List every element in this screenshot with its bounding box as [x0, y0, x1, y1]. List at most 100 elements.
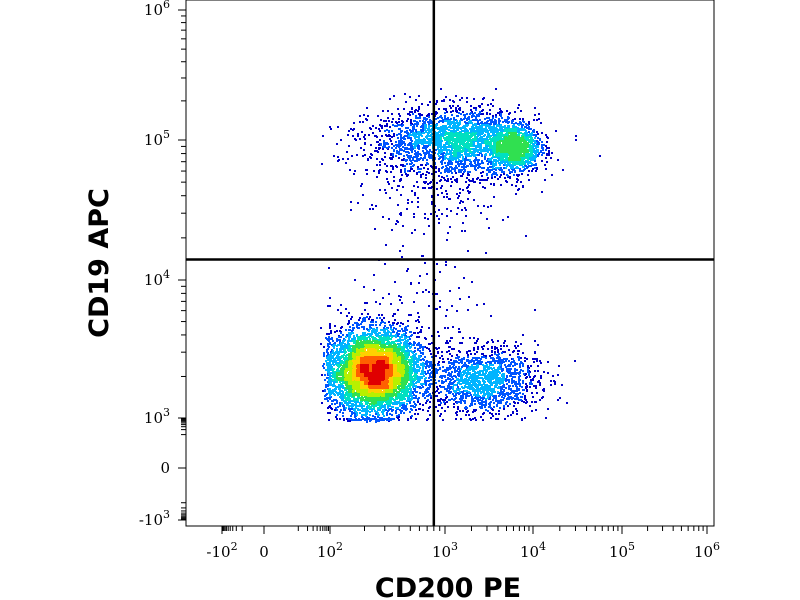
- event-dot: [468, 184, 470, 186]
- event-dot: [526, 358, 528, 360]
- event-dot: [497, 124, 499, 126]
- event-dot: [334, 331, 336, 333]
- event-dot: [513, 376, 515, 378]
- event-dot: [357, 419, 359, 421]
- event-dot: [413, 213, 415, 215]
- event-dot: [495, 413, 497, 415]
- event-dot: [363, 317, 365, 319]
- event-dot: [393, 95, 395, 97]
- event-dot: [423, 157, 425, 159]
- event-dot: [472, 366, 474, 368]
- event-dot: [465, 215, 467, 217]
- event-dot: [351, 155, 353, 157]
- event-dot: [334, 409, 336, 411]
- event-dot: [508, 121, 510, 123]
- event-dot: [494, 348, 496, 350]
- event-dot: [441, 176, 443, 178]
- event-dot: [391, 136, 393, 138]
- event-dot: [383, 419, 385, 421]
- event-dot: [446, 180, 448, 182]
- event-dot: [435, 370, 437, 372]
- event-dot: [455, 418, 457, 420]
- event-dot: [435, 142, 437, 144]
- event-dot: [512, 365, 514, 367]
- event-dot: [503, 406, 505, 408]
- event-dot: [390, 171, 392, 173]
- event-dot: [417, 151, 419, 153]
- event-dot: [512, 358, 514, 360]
- event-dot: [405, 405, 407, 407]
- event-dot: [375, 127, 377, 129]
- event-dot: [375, 321, 377, 323]
- event-dot: [441, 156, 443, 158]
- event-dot: [407, 340, 409, 342]
- event-dot: [490, 120, 492, 122]
- event-dot: [344, 343, 346, 345]
- event-dot: [466, 97, 468, 99]
- event-dot: [339, 405, 341, 407]
- event-dot: [407, 344, 409, 346]
- event-dot: [459, 99, 461, 101]
- event-dot: [414, 110, 416, 112]
- event-dot: [435, 118, 437, 120]
- event-dot: [453, 406, 455, 408]
- event-dot: [493, 183, 495, 185]
- event-dot: [485, 378, 487, 380]
- event-dot: [402, 164, 404, 166]
- event-dot: [468, 383, 470, 385]
- event-dot: [346, 315, 348, 317]
- event-dot: [378, 128, 380, 130]
- event-dot: [336, 409, 338, 411]
- event-dot: [383, 144, 385, 146]
- event-dot: [345, 407, 347, 409]
- event-dot: [446, 401, 448, 403]
- event-dot: [383, 317, 385, 319]
- event-dot: [343, 407, 345, 409]
- event-dot: [509, 365, 511, 367]
- event-dot: [450, 379, 452, 381]
- event-dot: [479, 389, 481, 391]
- event-dot: [389, 138, 391, 140]
- event-dot: [448, 383, 450, 385]
- event-dot: [455, 357, 457, 359]
- event-dot: [364, 410, 366, 412]
- event-dot: [484, 156, 486, 158]
- event-dot: [490, 131, 492, 133]
- event-dot: [400, 164, 402, 166]
- event-dot: [444, 158, 446, 160]
- event-dot: [387, 110, 389, 112]
- event-dot: [440, 126, 442, 128]
- event-dot: [460, 380, 462, 382]
- event-dot: [465, 181, 467, 183]
- event-dot: [361, 321, 363, 323]
- event-dot: [477, 163, 479, 165]
- event-dot: [376, 136, 378, 138]
- event-dot: [458, 382, 460, 384]
- event-dot: [349, 326, 351, 328]
- event-dot: [474, 353, 476, 355]
- event-dot: [370, 128, 372, 130]
- event-dot: [502, 360, 504, 362]
- event-dot: [428, 384, 430, 386]
- event-dot: [323, 367, 325, 369]
- event-dot: [503, 167, 505, 169]
- event-dot: [486, 112, 488, 114]
- event-dot: [528, 126, 530, 128]
- event-dot: [446, 208, 448, 210]
- event-dot: [395, 412, 397, 414]
- event-dot: [450, 127, 452, 129]
- event-dot: [396, 134, 398, 136]
- event-dot: [500, 390, 502, 392]
- event-dot: [487, 389, 489, 391]
- event-dot: [326, 357, 328, 359]
- event-dot: [419, 331, 421, 333]
- event-dot: [451, 167, 453, 169]
- event-dot: [384, 146, 386, 148]
- event-dot: [412, 165, 414, 167]
- event-dot: [449, 105, 451, 107]
- event-dot: [467, 371, 469, 373]
- event-dot: [366, 328, 368, 330]
- event-dot: [446, 340, 448, 342]
- event-dot: [490, 126, 492, 128]
- event-dot: [435, 406, 437, 408]
